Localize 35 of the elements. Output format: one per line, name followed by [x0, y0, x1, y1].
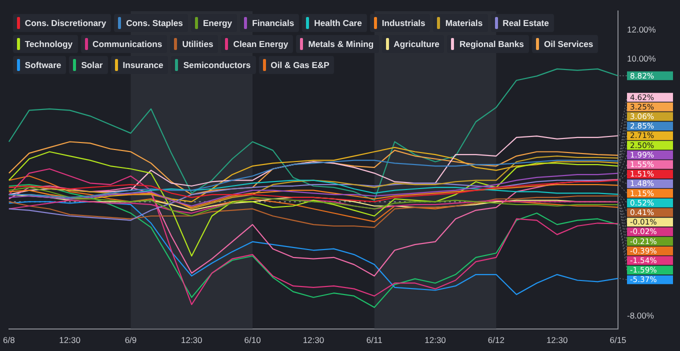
x-tick-label: 6/11 [366, 335, 383, 346]
legend-label: Oil & Gas E&P [270, 60, 330, 70]
x-tick-label: 6/15 [610, 335, 627, 346]
y-tick-label: -8.00% [627, 310, 654, 320]
x-tick-label: 12:30 [302, 335, 324, 346]
legend-label: Oil Services [544, 39, 594, 50]
x-tick-label: 12:30 [180, 335, 203, 346]
legend-label: Cons. Staples [126, 18, 183, 28]
y-tick-label: 10.00% [627, 53, 656, 64]
legend-label: Cons. Discretionary [24, 18, 106, 28]
x-tick-label: 6/10 [244, 335, 262, 346]
legend-label: Agriculture [394, 39, 440, 50]
legend-label: Regional Banks [459, 39, 524, 50]
x-tick-label: 12:30 [59, 335, 81, 346]
legend-label: Solar [81, 60, 103, 70]
x-tick-label: 12:30 [546, 335, 568, 346]
legend-label: Insurance [122, 60, 164, 70]
legend-label: Industrials [382, 18, 426, 28]
x-tick-label: 6/8 [2, 335, 16, 346]
legend-label: Real Estate [502, 18, 549, 28]
legend-label: Materials [445, 18, 483, 28]
x-tick-label: 6/12 [488, 335, 505, 346]
legend-label: Clean Energy [233, 39, 288, 50]
legend-label: Health Care [314, 18, 362, 28]
legend-label: Communications [92, 39, 162, 50]
legend-label: Energy [202, 18, 232, 28]
legend-label: Semiconductors [183, 60, 251, 70]
legend-label: Utilities [182, 39, 214, 50]
legend-label: Technology [24, 39, 72, 50]
legend-label: Metals & Mining [308, 39, 374, 50]
legend-label: Financials [252, 18, 294, 28]
legend-label: Software [24, 60, 62, 70]
y-tick-label: 12.00% [627, 24, 656, 35]
x-tick-label: 6/9 [124, 335, 137, 346]
x-tick-label: 12:30 [424, 335, 446, 346]
